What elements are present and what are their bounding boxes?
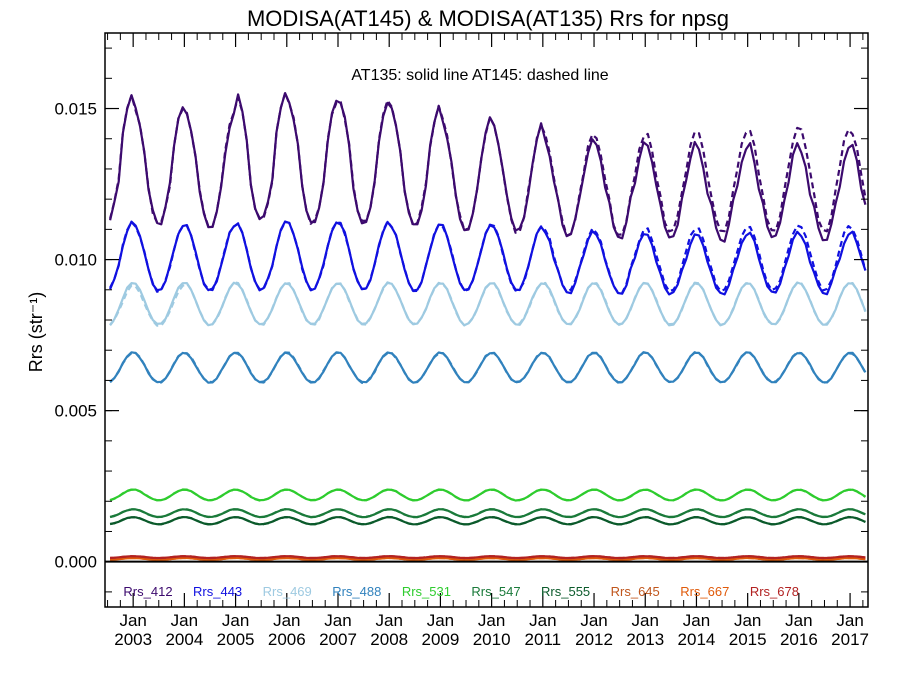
x-tick-month-label: Jan — [119, 611, 146, 630]
series-line-rrs-443-dashed — [109, 220, 867, 294]
x-tick-year-label: 2011 — [525, 630, 562, 649]
x-tick-month-label: Jan — [171, 611, 198, 630]
series-line-rrs-678-dashed — [110, 555, 866, 560]
y-tick-label: 0.000 — [54, 553, 97, 572]
legend-entry: Rrs_531 — [402, 584, 451, 599]
x-tick-month-label: Jan — [478, 611, 505, 630]
legend-entry: Rrs_678 — [750, 584, 799, 599]
series-line-rrs-412-dashed — [109, 91, 867, 237]
x-tick-year-label: 2015 — [729, 630, 767, 649]
x-tick-year-label: 2007 — [319, 630, 357, 649]
x-tick-month-label: Jan — [734, 611, 761, 630]
x-tick-month-label: Jan — [273, 611, 300, 630]
series-line-rrs-488-dashed — [109, 351, 867, 384]
series-line-rrs-443-solid — [109, 220, 867, 296]
y-axis-label: Rrs (str⁻¹) — [26, 292, 46, 372]
series-line-rrs-412-solid — [109, 91, 867, 243]
x-tick-year-label: 2012 — [575, 630, 613, 649]
x-tick-year-label: 2016 — [780, 630, 818, 649]
axes-layer: 0.0000.0050.0100.015Jan2003Jan2004Jan200… — [54, 32, 869, 649]
x-tick-year-label: 2013 — [626, 630, 664, 649]
series-line-rrs-547-solid — [109, 508, 866, 519]
legend-entry: Rrs_547 — [471, 584, 520, 599]
x-tick-month-label: Jan — [632, 611, 659, 630]
x-tick-year-label: 2014 — [678, 630, 716, 649]
series-layer — [109, 91, 867, 561]
plot-frame — [104, 32, 869, 608]
legend-entry: Rrs_443 — [193, 584, 242, 599]
x-tick-year-label: 2008 — [370, 630, 408, 649]
x-tick-month-label: Jan — [580, 611, 607, 630]
series-line-rrs-667-dashed — [110, 556, 866, 561]
legend: Rrs_412 Rrs_443 Rrs_469 Rrs_488 Rrs_531 Rrs_5… — [123, 584, 799, 599]
x-tick-year-label: 2017 — [831, 630, 869, 649]
x-tick-year-label: 2005 — [217, 630, 255, 649]
legend-entry: Rrs_412 — [123, 584, 172, 599]
y-tick-label: 0.005 — [54, 402, 97, 421]
line-style-annotation: AT135: solid line AT145: dashed line — [351, 67, 608, 84]
x-tick-year-label: 2006 — [268, 630, 306, 649]
x-tick-month-label: Jan — [683, 611, 710, 630]
x-tick-month-label: Jan — [785, 611, 812, 630]
series-line-rrs-531-dashed — [109, 488, 867, 502]
x-tick-month-label: Jan — [375, 611, 402, 630]
series-line-rrs-555-dashed — [109, 515, 866, 526]
x-tick-month-label: Jan — [427, 611, 454, 630]
x-tick-year-label: 2003 — [114, 630, 152, 649]
x-tick-year-label: 2009 — [421, 630, 459, 649]
x-tick-year-label: 2004 — [165, 630, 203, 649]
x-tick-month-label: Jan — [324, 611, 351, 630]
legend-entry: Rrs_667 — [680, 584, 729, 599]
legend-entry: Rrs_488 — [332, 584, 381, 599]
legend-entry: Rrs_555 — [541, 584, 590, 599]
series-line-rrs-469-dashed — [109, 281, 867, 327]
legend-entry: Rrs_645 — [611, 584, 660, 599]
legend-entry: Rrs_469 — [263, 584, 312, 599]
x-tick-month-label: Jan — [836, 611, 863, 630]
x-tick-month-label: Jan — [529, 611, 556, 630]
x-tick-year-label: 2010 — [473, 630, 511, 649]
x-tick-month-label: Jan — [222, 611, 249, 630]
y-tick-label: 0.015 — [54, 100, 97, 119]
series-line-rrs-547-dashed — [109, 508, 866, 519]
y-tick-label: 0.010 — [54, 251, 97, 270]
chart-title: MODISA(AT145) & MODISA(AT135) Rrs for np… — [247, 6, 729, 31]
